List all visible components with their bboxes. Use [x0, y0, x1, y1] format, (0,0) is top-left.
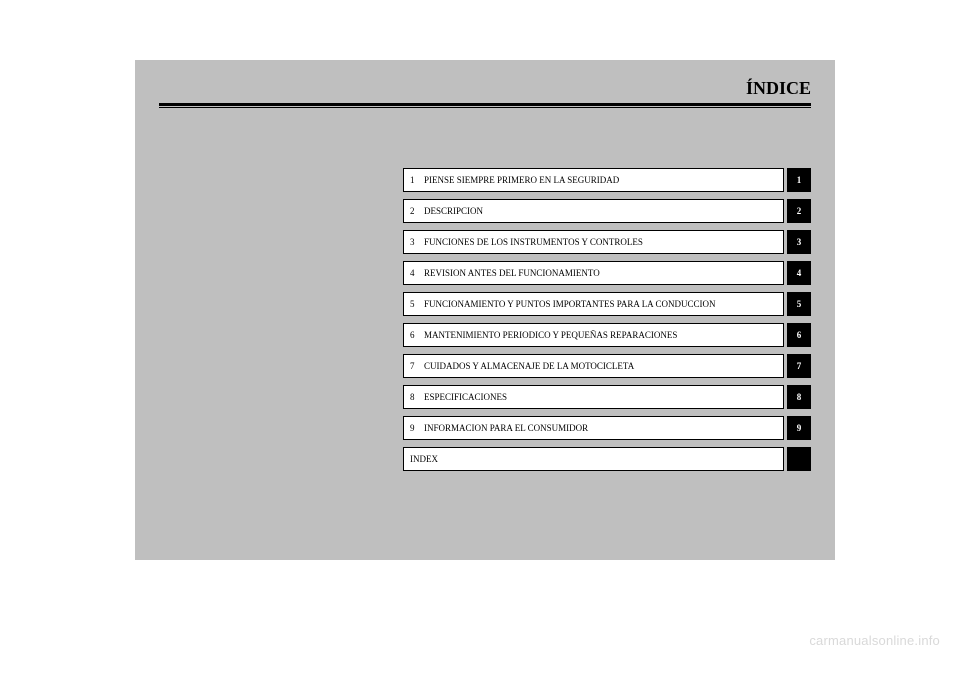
toc-label: INDEX	[403, 447, 784, 471]
toc-label: 3FUNCIONES DE LOS INSTRUMENTOS Y CONTROL…	[403, 230, 784, 254]
toc-tab: 6	[787, 323, 811, 347]
toc-tab: 4	[787, 261, 811, 285]
toc-row[interactable]: 7CUIDADOS Y ALMACENAJE DE LA MOTOCICLETA…	[403, 354, 811, 378]
toc-tab: 2	[787, 199, 811, 223]
table-of-contents: 1PIENSE SIEMPRE PRIMERO EN LA SEGURIDAD1…	[403, 168, 811, 478]
toc-chapter-title: INFORMACION PARA EL CONSUMIDOR	[424, 423, 588, 433]
toc-label: 2DESCRIPCION	[403, 199, 784, 223]
toc-row[interactable]: 5FUNCIONAMIENTO Y PUNTOS IMPORTANTES PAR…	[403, 292, 811, 316]
toc-row[interactable]: 3FUNCIONES DE LOS INSTRUMENTOS Y CONTROL…	[403, 230, 811, 254]
toc-row[interactable]: 6MANTENIMIENTO PERIODICO Y PEQUEÑAS REPA…	[403, 323, 811, 347]
toc-label: 9INFORMACION PARA EL CONSUMIDOR	[403, 416, 784, 440]
toc-row[interactable]: INDEX	[403, 447, 811, 471]
toc-row[interactable]: 1PIENSE SIEMPRE PRIMERO EN LA SEGURIDAD1	[403, 168, 811, 192]
toc-tab: 7	[787, 354, 811, 378]
toc-chapter-title: FUNCIONES DE LOS INSTRUMENTOS Y CONTROLE…	[424, 237, 643, 247]
toc-chapter-number: 4	[410, 268, 424, 278]
page-title: ÍNDICE	[746, 78, 811, 99]
toc-chapter-title: ESPECIFICACIONES	[424, 392, 507, 402]
toc-label: 4REVISION ANTES DEL FUNCIONAMIENTO	[403, 261, 784, 285]
toc-chapter-title: CUIDADOS Y ALMACENAJE DE LA MOTOCICLETA	[424, 361, 634, 371]
toc-chapter-number: 6	[410, 330, 424, 340]
toc-chapter-number: 7	[410, 361, 424, 371]
toc-chapter-number: 9	[410, 423, 424, 433]
toc-label: 8ESPECIFICACIONES	[403, 385, 784, 409]
divider-thin	[159, 107, 811, 108]
toc-label: 1PIENSE SIEMPRE PRIMERO EN LA SEGURIDAD	[403, 168, 784, 192]
toc-chapter-number: 1	[410, 175, 424, 185]
toc-chapter-title: DESCRIPCION	[424, 206, 483, 216]
toc-tab: 8	[787, 385, 811, 409]
toc-tab: 1	[787, 168, 811, 192]
toc-chapter-title: FUNCIONAMIENTO Y PUNTOS IMPORTANTES PARA…	[424, 299, 715, 309]
toc-chapter-number: 2	[410, 206, 424, 216]
divider-thick	[159, 103, 811, 106]
toc-chapter-title: INDEX	[410, 454, 438, 464]
toc-chapter-title: PIENSE SIEMPRE PRIMERO EN LA SEGURIDAD	[424, 175, 619, 185]
toc-row[interactable]: 8ESPECIFICACIONES8	[403, 385, 811, 409]
toc-chapter-title: MANTENIMIENTO PERIODICO Y PEQUEÑAS REPAR…	[424, 330, 677, 340]
toc-row[interactable]: 9INFORMACION PARA EL CONSUMIDOR9	[403, 416, 811, 440]
toc-chapter-number: 5	[410, 299, 424, 309]
toc-tab	[787, 447, 811, 471]
toc-row[interactable]: 4REVISION ANTES DEL FUNCIONAMIENTO4	[403, 261, 811, 285]
toc-chapter-number: 8	[410, 392, 424, 402]
toc-label: 7CUIDADOS Y ALMACENAJE DE LA MOTOCICLETA	[403, 354, 784, 378]
toc-chapter-title: REVISION ANTES DEL FUNCIONAMIENTO	[424, 268, 600, 278]
toc-tab: 5	[787, 292, 811, 316]
manual-page: ÍNDICE 1PIENSE SIEMPRE PRIMERO EN LA SEG…	[135, 60, 835, 560]
toc-label: 5FUNCIONAMIENTO Y PUNTOS IMPORTANTES PAR…	[403, 292, 784, 316]
toc-chapter-number: 3	[410, 237, 424, 247]
watermark-text: carmanualsonline.info	[809, 633, 940, 648]
toc-tab: 3	[787, 230, 811, 254]
toc-label: 6MANTENIMIENTO PERIODICO Y PEQUEÑAS REPA…	[403, 323, 784, 347]
toc-tab: 9	[787, 416, 811, 440]
toc-row[interactable]: 2DESCRIPCION2	[403, 199, 811, 223]
